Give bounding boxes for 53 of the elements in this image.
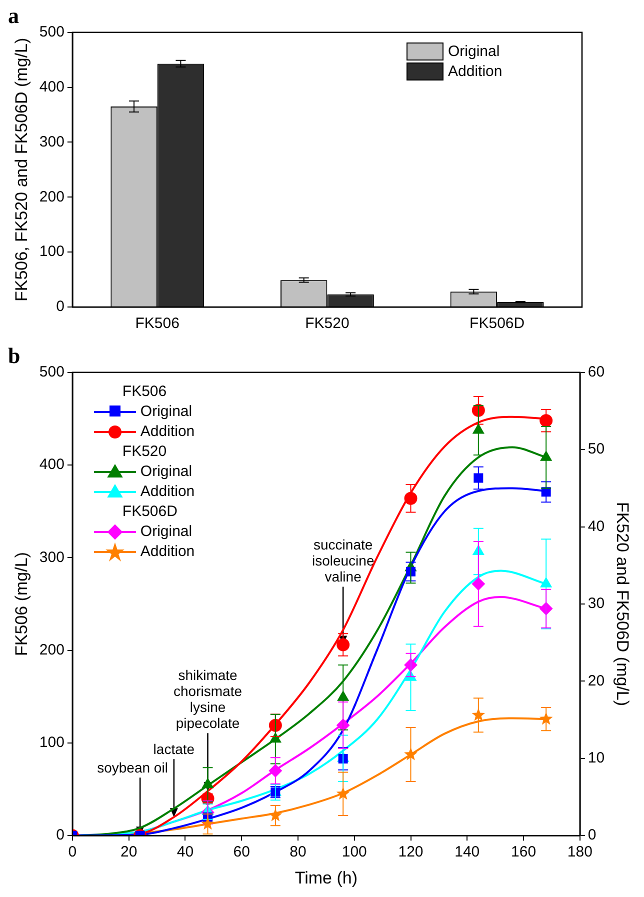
- x-axis-title: Time (h): [294, 868, 358, 888]
- x-tick-label: 0: [68, 844, 77, 861]
- y-tick-label: 400: [39, 456, 64, 474]
- annotation: FK506D: [121, 502, 178, 522]
- y2-axis-title: FK520 and FK506D (mg/L): [613, 502, 632, 706]
- y2-tick-label: 20: [588, 672, 605, 690]
- x-tick-label: FK506D: [470, 315, 525, 332]
- annotation: succinate isoleucine valine: [312, 536, 374, 585]
- x-tick-label: 100: [342, 844, 367, 861]
- chart-title: b: [8, 342, 20, 368]
- annotation: shikimate chorismate lysine pipecolate: [174, 666, 242, 731]
- y-tick-label: 100: [39, 734, 64, 752]
- y-tick-label: 300: [39, 548, 64, 566]
- legend-label: Addition: [140, 542, 195, 562]
- x-tick-label: 160: [511, 844, 536, 861]
- x-tick-label: FK506: [135, 315, 180, 332]
- legend-label: Original: [140, 402, 192, 422]
- annotation: FK506: [121, 382, 168, 402]
- chart-title: a: [8, 2, 19, 28]
- y2-tick-label: 0: [588, 826, 596, 844]
- y2-tick-label: 40: [588, 518, 605, 535]
- y-tick-label: 200: [39, 188, 64, 206]
- y-tick-label: 0: [56, 826, 64, 844]
- x-tick-label: 140: [454, 844, 480, 861]
- y-axis-title: FK506 (mg/L): [12, 552, 31, 656]
- y2-tick-label: 60: [588, 364, 605, 381]
- y-tick-label: 500: [39, 364, 64, 381]
- legend-label: Addition: [140, 422, 195, 442]
- legend-label: Addition: [140, 482, 195, 502]
- y-tick-label: 200: [39, 641, 64, 658]
- y-tick-label: 300: [39, 133, 64, 150]
- x-tick-label: 120: [398, 844, 424, 861]
- y2-tick-label: 30: [588, 595, 605, 612]
- y-tick-label: 500: [39, 24, 64, 41]
- x-tick-label: 180: [567, 844, 592, 861]
- legend-label: Original: [448, 42, 500, 62]
- legend-label: Original: [140, 522, 192, 542]
- y-tick-label: 400: [39, 78, 64, 96]
- y-axis-title: FK506, FK520 and FK506D (mg/L): [12, 38, 31, 302]
- legend-label: Original: [140, 462, 192, 482]
- x-tick-label: 80: [290, 844, 306, 861]
- annotation: soybean oil: [97, 759, 168, 776]
- x-tick-label: 60: [233, 844, 250, 861]
- y-tick-label: 100: [39, 243, 64, 260]
- x-tick-label: 40: [176, 844, 194, 861]
- annotation: FK520: [121, 442, 168, 462]
- x-tick-label: FK520: [305, 315, 350, 332]
- y-tick-label: 0: [56, 298, 64, 316]
- annotation: lactate: [153, 740, 195, 757]
- legend-label: Addition: [448, 62, 502, 82]
- y2-tick-label: 10: [588, 750, 605, 767]
- y2-tick-label: 50: [588, 440, 605, 458]
- x-tick-label: 20: [120, 844, 138, 861]
